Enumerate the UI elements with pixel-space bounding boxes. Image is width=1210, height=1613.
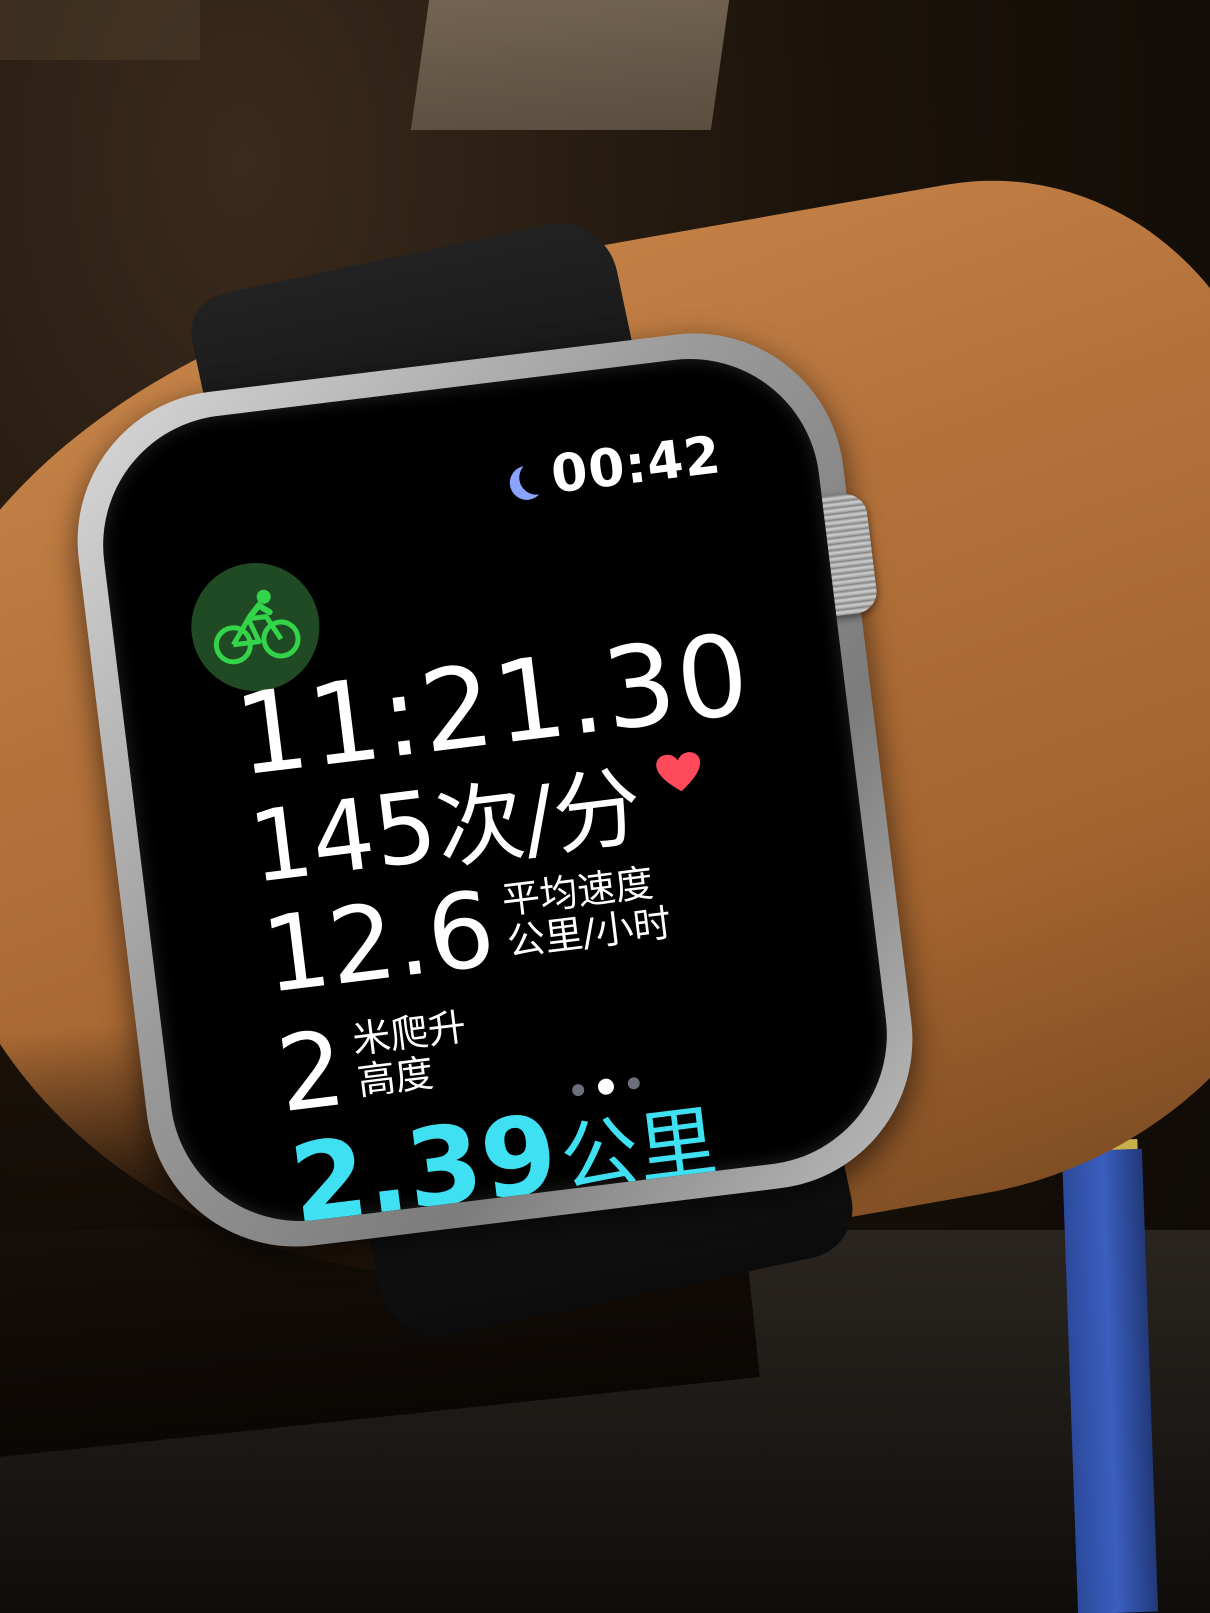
background-pole	[1061, 1148, 1159, 1613]
elevation-value: 2	[270, 1006, 352, 1137]
cycling-icon	[213, 589, 301, 665]
workout-view[interactable]: 00:42 11:21.30 145 次/分	[88, 344, 901, 1236]
page-dot[interactable]	[627, 1076, 641, 1090]
page-dot-active[interactable]	[597, 1077, 615, 1096]
heart-rate-row: 145 次/分	[243, 745, 711, 906]
status-bar: 00:42	[504, 425, 725, 511]
heart-rate-unit: 次/分	[430, 754, 648, 883]
watch-screen[interactable]: 00:42 11:21.30 145 次/分	[88, 344, 902, 1236]
page-dot[interactable]	[571, 1083, 585, 1097]
workout-type-badge[interactable]	[184, 555, 327, 699]
background-shelf	[0, 0, 200, 60]
workout-metrics: 11:21.30 145 次/分 12.6 平均速度 公里/小时	[229, 610, 786, 1236]
heart-icon	[655, 752, 700, 792]
avg-speed-label: 平均速度 公里/小时	[499, 860, 673, 965]
elevation-label: 米爬升 高度	[350, 1004, 474, 1104]
avg-speed-value: 12.6	[256, 867, 501, 1017]
clock: 00:42	[547, 425, 725, 506]
background-object	[410, 0, 730, 130]
